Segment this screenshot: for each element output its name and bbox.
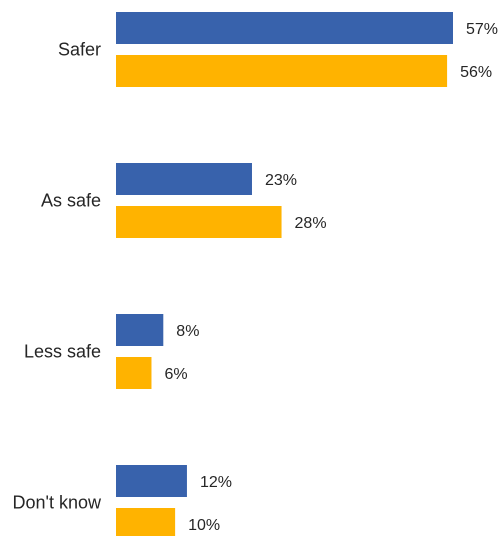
data-label: 23% bbox=[265, 172, 297, 189]
data-label: 56% bbox=[460, 64, 492, 81]
data-label: 12% bbox=[200, 474, 232, 491]
bar-series-2 bbox=[116, 508, 176, 536]
data-label: 57% bbox=[466, 21, 498, 38]
bar-series-1 bbox=[116, 163, 252, 195]
category-label: Safer bbox=[58, 40, 101, 60]
bar-series-2 bbox=[116, 55, 448, 87]
bar-series-2 bbox=[116, 357, 152, 389]
category-label: As safe bbox=[41, 191, 101, 211]
bar-series-2 bbox=[116, 206, 282, 238]
data-label: 8% bbox=[176, 323, 199, 340]
data-label: 10% bbox=[188, 517, 220, 534]
bars-layer: Safer 57% 56% As safe 23% 28% Less safe 8% 6% Don… bbox=[13, 12, 498, 536]
data-label: 6% bbox=[164, 366, 187, 383]
bar-series-1 bbox=[116, 12, 453, 44]
category-label: Don't know bbox=[13, 493, 102, 513]
bar-series-1 bbox=[116, 465, 187, 497]
bar-series-1 bbox=[116, 314, 164, 346]
data-label: 28% bbox=[295, 215, 327, 232]
category-label: Less safe bbox=[24, 342, 101, 362]
